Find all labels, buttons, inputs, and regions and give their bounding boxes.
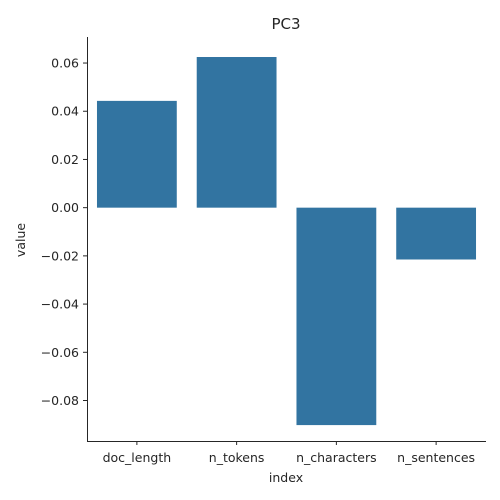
y-axis: −0.08 −0.06 −0.04 −0.02 0.00 0.02 0.04 0.06 xyxy=(41,56,87,408)
bar-n_characters xyxy=(296,208,376,425)
y-tick-label: −0.04 xyxy=(41,297,79,312)
bars-group xyxy=(97,57,476,425)
chart-title: PC3 xyxy=(271,15,300,33)
y-tick-label: −0.06 xyxy=(41,345,79,360)
y-axis-label: value xyxy=(13,223,28,257)
bar-n_tokens xyxy=(197,57,277,208)
y-tick-label: 0.02 xyxy=(51,152,79,167)
y-tick-label: 0.06 xyxy=(51,56,79,71)
y-tick-label: −0.08 xyxy=(41,393,79,408)
bar-n_sentences xyxy=(396,208,476,260)
x-axis: doc_length n_tokens n_characters n_sentence… xyxy=(103,441,475,465)
y-tick-label: −0.02 xyxy=(41,248,79,263)
x-tick-label: doc_length xyxy=(103,450,172,465)
y-tick-label: 0.00 xyxy=(51,200,79,215)
x-tick-label: n_characters xyxy=(296,450,377,465)
bar-doc_length xyxy=(97,101,177,208)
x-axis-label: index xyxy=(269,470,303,485)
y-tick-label: 0.04 xyxy=(51,104,79,119)
x-tick-label: n_tokens xyxy=(209,450,265,465)
x-tick-label: n_sentences xyxy=(397,450,475,465)
